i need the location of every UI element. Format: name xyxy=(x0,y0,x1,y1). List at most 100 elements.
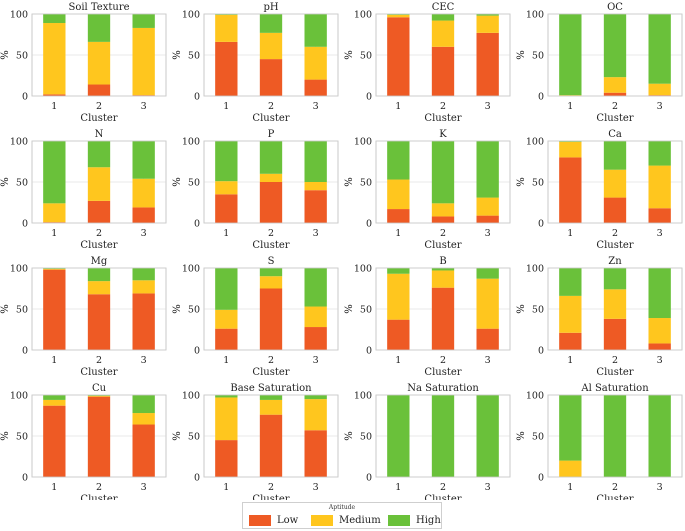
bar-soil-texture-cluster3-low xyxy=(132,95,155,96)
bar-base-saturation-cluster2-low xyxy=(259,414,283,477)
y-axis-label-base-saturation: % xyxy=(172,431,183,441)
bar-ca-cluster2-high xyxy=(603,141,627,170)
bar-n-cluster1-medium xyxy=(43,203,66,223)
ytick-label-p-50: 50 xyxy=(188,177,200,188)
ytick-label-al-saturation-50: 50 xyxy=(532,431,544,442)
bar-p-cluster2-medium xyxy=(259,173,283,182)
xtick-label-k-3: 3 xyxy=(485,228,491,239)
ytick-label-na-saturation-50: 50 xyxy=(360,431,372,442)
bar-cu-cluster1-high xyxy=(43,395,66,400)
legend: Aptitude Low Medium High xyxy=(242,502,442,529)
panel-border-na-saturation xyxy=(375,394,511,478)
bar-cu-cluster2-high xyxy=(87,395,111,396)
ytick-label-mg-50: 50 xyxy=(16,304,28,315)
xtick-label-oc-2: 2 xyxy=(612,101,618,112)
bar-n-cluster2-medium xyxy=(87,167,111,201)
bar-oc-cluster2-low xyxy=(603,92,627,96)
panel-border-soil-texture xyxy=(31,13,167,97)
bar-ph-cluster1-medium xyxy=(215,14,238,42)
x-axis-label-s: Cluster xyxy=(252,367,289,378)
bar-base-saturation-cluster1-medium xyxy=(215,397,238,441)
bar-cec-cluster2-medium xyxy=(431,20,455,47)
bar-k-cluster1-high xyxy=(387,141,410,180)
bar-soil-texture-cluster1-medium xyxy=(43,23,66,95)
bar-s-cluster2-low xyxy=(259,288,283,350)
xtick-label-p-3: 3 xyxy=(313,228,319,239)
bar-base-saturation-cluster1-high xyxy=(215,395,238,398)
xtick-label-zn-3: 3 xyxy=(657,355,663,366)
bar-oc-cluster3-high xyxy=(648,14,671,84)
ytick-label-s-100: 100 xyxy=(182,263,200,274)
xtick-label-n-1: 1 xyxy=(51,228,57,239)
bar-cec-cluster2-high xyxy=(431,14,455,21)
bar-na-saturation-cluster3-high xyxy=(476,395,499,477)
bar-soil-texture-cluster2-medium xyxy=(87,41,111,85)
ytick-label-cu-50: 50 xyxy=(16,431,28,442)
bar-zn-cluster3-medium xyxy=(648,318,671,344)
bar-cu-cluster1-low xyxy=(43,405,66,477)
legend-item-high: High xyxy=(388,514,441,526)
bar-ph-cluster2-low xyxy=(259,59,283,96)
bar-n-cluster2-low xyxy=(87,200,111,223)
bar-b-cluster2-high xyxy=(431,268,455,271)
bar-zn-cluster3-high xyxy=(648,268,671,319)
y-axis-label-b: % xyxy=(344,304,355,314)
xtick-label-cu-3: 3 xyxy=(141,482,147,493)
xtick-label-b-3: 3 xyxy=(485,355,491,366)
legend-item-medium: Medium xyxy=(311,514,381,526)
bar-zn-cluster2-medium xyxy=(603,289,627,319)
bar-al-saturation-cluster2-high xyxy=(603,395,627,477)
bar-cec-cluster2-low xyxy=(431,46,455,96)
bar-k-cluster1-medium xyxy=(387,179,410,210)
ytick-label-cu-0: 0 xyxy=(22,472,28,483)
ytick-label-k-0: 0 xyxy=(366,218,372,229)
legend-swatch-high xyxy=(388,514,410,526)
ytick-label-ca-100: 100 xyxy=(526,136,544,147)
bar-p-cluster1-high xyxy=(215,141,238,182)
ytick-label-zn-100: 100 xyxy=(526,263,544,274)
xtick-label-ca-1: 1 xyxy=(567,228,573,239)
bar-s-cluster3-medium xyxy=(304,306,327,328)
xtick-label-ca-2: 2 xyxy=(612,228,618,239)
y-axis-label-p: % xyxy=(172,177,183,187)
x-axis-label-cu: Cluster xyxy=(80,494,117,500)
bar-base-saturation-cluster1-low xyxy=(215,440,238,477)
xtick-label-oc-1: 1 xyxy=(567,101,573,112)
bar-soil-texture-cluster2-low xyxy=(87,84,111,96)
xtick-label-mg-2: 2 xyxy=(96,355,102,366)
ytick-label-zn-0: 0 xyxy=(538,345,544,356)
chart-title-s: S xyxy=(268,256,275,267)
bar-ca-cluster1-medium xyxy=(559,141,582,158)
bar-s-cluster2-medium xyxy=(259,276,283,289)
xtick-label-cu-2: 2 xyxy=(96,482,102,493)
y-axis-label-cu: % xyxy=(0,431,11,441)
bar-p-cluster3-high xyxy=(304,141,327,182)
bar-b-cluster2-medium xyxy=(431,270,455,288)
xtick-label-n-2: 2 xyxy=(96,228,102,239)
xtick-label-mg-3: 3 xyxy=(141,355,147,366)
y-axis-label-al-saturation: % xyxy=(516,431,527,441)
bar-na-saturation-cluster2-high xyxy=(431,395,455,477)
bar-k-cluster3-high xyxy=(476,141,499,198)
bar-soil-texture-cluster1-low xyxy=(43,94,66,96)
bar-p-cluster3-medium xyxy=(304,182,327,191)
chart-title-b: B xyxy=(439,256,446,267)
bar-mg-cluster1-medium xyxy=(43,268,66,270)
bar-zn-cluster1-medium xyxy=(559,295,582,333)
xtick-label-cu-1: 1 xyxy=(51,482,57,493)
y-axis-label-na-saturation: % xyxy=(344,431,355,441)
y-axis-label-k: % xyxy=(344,177,355,187)
ytick-label-n-100: 100 xyxy=(10,136,28,147)
xtick-label-ph-1: 1 xyxy=(223,101,229,112)
panel-border-ph xyxy=(203,13,339,97)
bar-ca-cluster3-low xyxy=(648,208,671,223)
bar-ph-cluster1-low xyxy=(215,41,238,96)
chart-title-cu: Cu xyxy=(92,383,107,394)
bar-cec-cluster1-medium xyxy=(387,14,410,18)
bar-cec-cluster1-high xyxy=(387,14,410,15)
bar-ca-cluster1-low xyxy=(559,157,582,223)
bar-p-cluster2-high xyxy=(259,141,283,174)
xtick-label-mg-1: 1 xyxy=(51,355,57,366)
ytick-label-zn-50: 50 xyxy=(532,304,544,315)
panel-border-n xyxy=(31,140,167,224)
